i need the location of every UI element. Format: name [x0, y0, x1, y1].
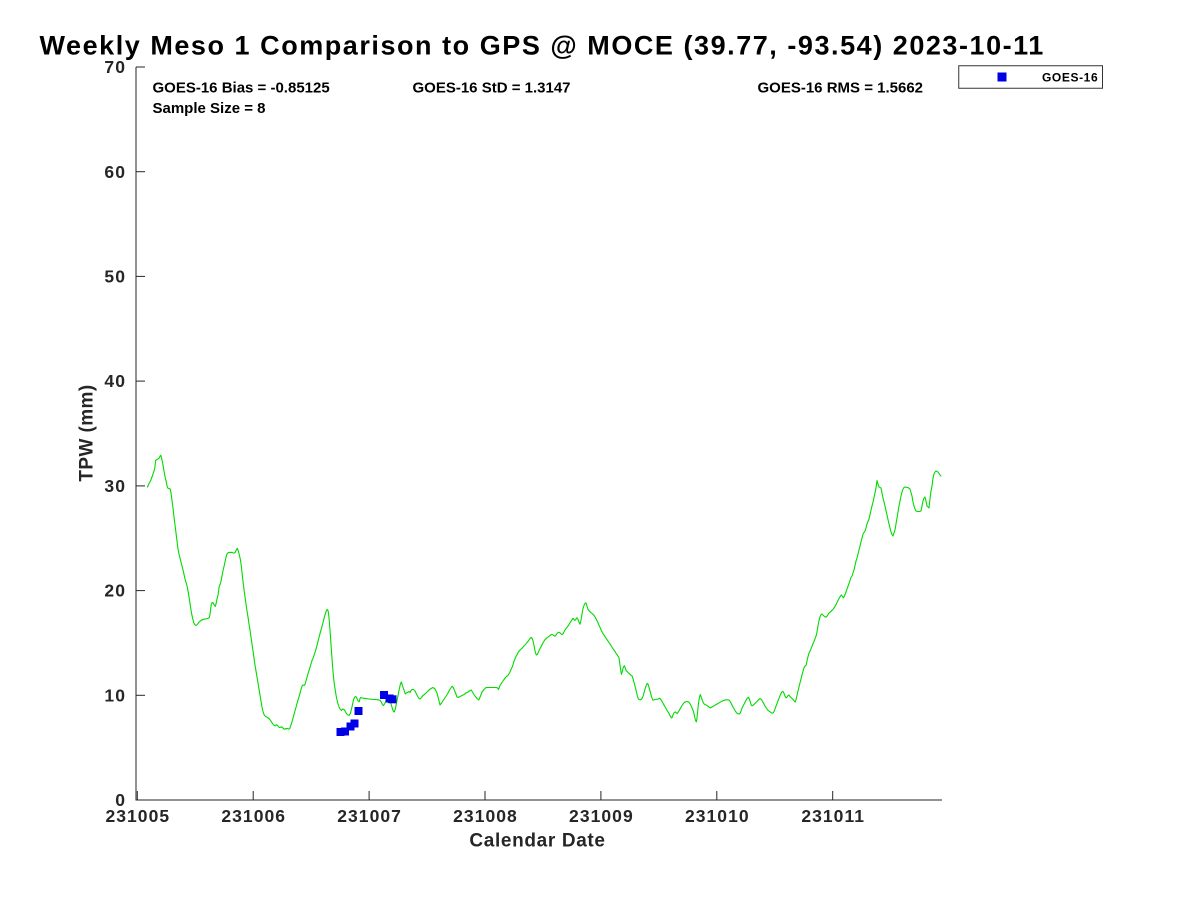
svg-text:Sample Size = 8: Sample Size = 8 — [153, 100, 266, 117]
svg-text:231010: 231010 — [685, 806, 750, 826]
svg-text:231009: 231009 — [569, 806, 634, 826]
svg-text:60: 60 — [104, 162, 126, 182]
svg-text:20: 20 — [104, 581, 126, 601]
svg-text:40: 40 — [104, 371, 126, 391]
svg-text:GOES-16: GOES-16 — [1042, 71, 1098, 85]
svg-text:Weekly Meso 1 Comparison to GP: Weekly Meso 1 Comparison to GPS @ MOCE (… — [40, 31, 1045, 61]
svg-text:231011: 231011 — [801, 806, 865, 826]
svg-text:TPW (mm): TPW (mm) — [76, 384, 97, 481]
svg-text:10: 10 — [104, 685, 126, 705]
svg-text:231008: 231008 — [453, 806, 518, 826]
svg-text:GOES-16 Bias = -0.85125: GOES-16 Bias = -0.85125 — [153, 80, 330, 97]
svg-text:GOES-16 StD = 1.3147: GOES-16 StD = 1.3147 — [413, 80, 571, 97]
svg-text:30: 30 — [104, 476, 126, 496]
svg-text:Calendar Date: Calendar Date — [469, 831, 605, 852]
svg-text:50: 50 — [104, 267, 126, 287]
svg-text:231006: 231006 — [221, 806, 286, 826]
svg-text:GOES-16 RMS = 1.5662: GOES-16 RMS = 1.5662 — [758, 80, 924, 97]
svg-text:231005: 231005 — [105, 806, 170, 826]
svg-text:231007: 231007 — [337, 806, 402, 826]
svg-text:70: 70 — [104, 57, 126, 77]
svg-text:0: 0 — [115, 790, 126, 810]
